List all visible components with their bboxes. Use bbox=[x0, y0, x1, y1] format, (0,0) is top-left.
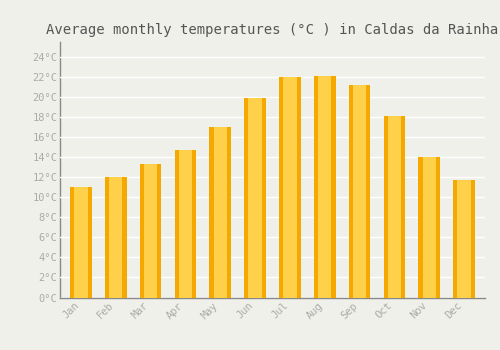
Bar bbox=[105, 177, 126, 298]
Bar bbox=[388, 116, 401, 298]
Bar bbox=[353, 85, 366, 298]
Title: Average monthly temperatures (°C ) in Caldas da Rainha: Average monthly temperatures (°C ) in Ca… bbox=[46, 23, 498, 37]
Bar bbox=[283, 77, 296, 298]
Bar bbox=[384, 116, 405, 298]
Bar bbox=[214, 127, 227, 298]
Bar bbox=[210, 127, 231, 298]
Bar bbox=[349, 85, 370, 298]
Bar bbox=[279, 77, 300, 298]
Bar bbox=[144, 164, 158, 298]
Bar bbox=[70, 187, 92, 298]
Bar bbox=[178, 150, 192, 298]
Bar bbox=[422, 157, 436, 298]
Bar bbox=[74, 187, 88, 298]
Bar bbox=[314, 76, 336, 298]
Bar bbox=[174, 150, 196, 298]
Bar bbox=[418, 157, 440, 298]
Bar bbox=[454, 180, 475, 298]
Bar bbox=[109, 177, 122, 298]
Bar bbox=[318, 76, 332, 298]
Bar bbox=[244, 98, 266, 298]
Bar bbox=[248, 98, 262, 298]
Bar bbox=[458, 180, 471, 298]
Bar bbox=[140, 164, 162, 298]
